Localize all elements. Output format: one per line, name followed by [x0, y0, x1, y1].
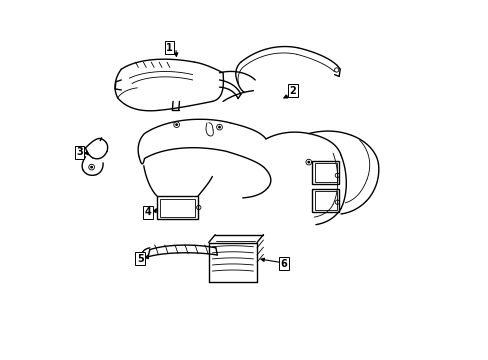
Text: 3: 3 [76, 147, 82, 157]
Text: 2: 2 [289, 86, 296, 96]
Text: 6: 6 [280, 259, 286, 269]
Circle shape [91, 166, 92, 168]
Circle shape [218, 126, 220, 128]
Text: 5: 5 [137, 253, 143, 264]
Circle shape [176, 124, 177, 125]
Circle shape [307, 161, 309, 163]
Text: 1: 1 [166, 43, 172, 53]
Text: 4: 4 [144, 207, 151, 217]
